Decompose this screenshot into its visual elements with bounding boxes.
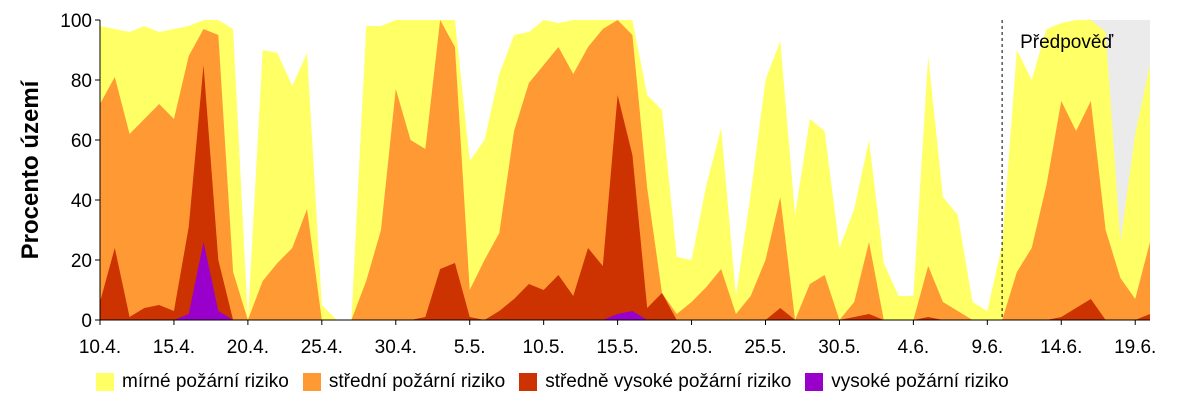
x-tick-label: 20.4. bbox=[227, 337, 269, 358]
series-area-4 bbox=[100, 242, 1150, 320]
legend-swatch bbox=[96, 373, 114, 391]
x-tick-label: 4.6. bbox=[898, 337, 930, 358]
y-axis-label: Procento území bbox=[17, 79, 44, 259]
x-tick-label: 25.4. bbox=[301, 337, 343, 358]
y-tick-label: 100 bbox=[60, 11, 92, 32]
axes: 0 20 40 60 80 100 10.4. 15.4. 20.4. 25.4. 30.4. 5.5… bbox=[60, 11, 1156, 358]
legend-swatch bbox=[519, 373, 538, 391]
legend-item-4: vysoké požární riziko bbox=[805, 371, 1009, 393]
legend-label: střední požární riziko bbox=[328, 371, 506, 392]
x-tick-label: 10.4. bbox=[79, 337, 121, 358]
legend-label: mírné požární riziko bbox=[122, 371, 289, 392]
x-tick-label: 25.5. bbox=[744, 337, 786, 358]
legend-swatch bbox=[805, 373, 824, 391]
fire-risk-area-chart: Předpověď 0 20 40 60 80 100 10.4. 15.4. 20.4. 25.… bbox=[17, 11, 1156, 358]
legend-item-2: střední požární riziko bbox=[302, 371, 506, 393]
legend-item-3: středně vysoké požární riziko bbox=[519, 371, 791, 393]
legend-item-1: mírné požární riziko bbox=[96, 371, 289, 393]
y-tick-label: 80 bbox=[71, 71, 92, 92]
legend-label: vysoké požární riziko bbox=[831, 371, 1009, 392]
legend: mírné požární riziko střední požární rizi… bbox=[96, 368, 1023, 396]
series-layer bbox=[100, 20, 1150, 320]
x-tick-label: 9.6. bbox=[971, 337, 1003, 358]
x-tick-label: 15.5. bbox=[596, 337, 638, 358]
forecast-label: Předpověď bbox=[1020, 32, 1113, 53]
legend-swatch bbox=[302, 373, 321, 391]
x-tick-label: 14.6. bbox=[1040, 337, 1082, 358]
x-tick-label: 30.4. bbox=[375, 337, 417, 358]
x-tick-label: 10.5. bbox=[523, 337, 565, 358]
y-tick-label: 0 bbox=[81, 311, 92, 332]
series-area-3 bbox=[100, 65, 1150, 320]
x-tick-label: 15.4. bbox=[153, 337, 195, 358]
x-tick-label: 30.5. bbox=[818, 337, 860, 358]
x-tick-label: 19.6. bbox=[1114, 337, 1156, 358]
y-tick-label: 60 bbox=[71, 131, 92, 152]
y-tick-label: 40 bbox=[71, 191, 92, 212]
x-tick-label: 20.5. bbox=[670, 337, 712, 358]
y-tick-label: 20 bbox=[71, 251, 92, 272]
x-tick-label: 5.5. bbox=[454, 337, 486, 358]
legend-label: středně vysoké požární riziko bbox=[545, 371, 792, 392]
